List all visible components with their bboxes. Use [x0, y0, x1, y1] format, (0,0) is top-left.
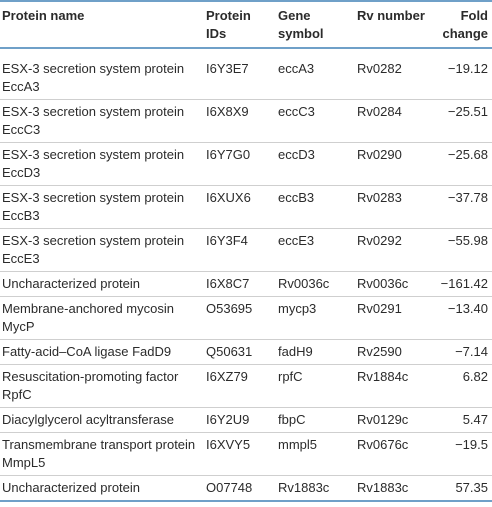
cell-gene-symbol: rpfC	[276, 364, 355, 408]
cell-gene-symbol: Rv1883c	[276, 475, 355, 502]
table-row: ESX-3 secretion system protein EccC3 I6X8…	[0, 99, 492, 143]
table-row: ESX-3 secretion system protein EccE3 I6Y3…	[0, 228, 492, 272]
cell-rv-number: Rv2590	[355, 339, 435, 365]
table-row: ESX-3 secretion system protein EccD3 I6Y7…	[0, 142, 492, 186]
cell-protein-name: ESX-3 secretion system protein EccD3	[0, 142, 204, 186]
cell-gene-symbol: Rv0036c	[276, 271, 355, 297]
cell-rv-number: Rv1884c	[355, 364, 435, 408]
cell-protein-name: Membrane-anchored mycosin MycP	[0, 296, 204, 340]
cell-protein-id: I6XUX6	[204, 185, 276, 229]
cell-protein-name: ESX-3 secretion system protein EccB3	[0, 185, 204, 229]
header-spacer	[0, 48, 492, 57]
header-row: Protein name Protein IDs Gene symbol Rv …	[0, 0, 492, 49]
cell-protein-id: I6Y7G0	[204, 142, 276, 186]
cell-protein-name: Fatty-acid–CoA ligase FadD9	[0, 339, 204, 365]
cell-rv-number: Rv0284	[355, 99, 435, 143]
cell-protein-name: Uncharacterized protein	[0, 475, 204, 502]
header-protein-name: Protein name	[0, 0, 204, 49]
cell-protein-name: Transmembrane transport protein MmpL5	[0, 432, 204, 476]
cell-fold-change: −19.5	[435, 432, 492, 476]
table-row: Fatty-acid–CoA ligase FadD9 Q50631 fadH9 Rv…	[0, 339, 492, 365]
cell-rv-number: Rv0036c	[355, 271, 435, 297]
cell-protein-id: O53695	[204, 296, 276, 340]
cell-protein-id: O07748	[204, 475, 276, 502]
cell-fold-change: −7.14	[435, 339, 492, 365]
cell-gene-symbol: eccC3	[276, 99, 355, 143]
cell-fold-change: 5.47	[435, 407, 492, 433]
cell-protein-id: Q50631	[204, 339, 276, 365]
cell-gene-symbol: fbpC	[276, 407, 355, 433]
cell-protein-name: Uncharacterized protein	[0, 271, 204, 297]
cell-gene-symbol: eccA3	[276, 57, 355, 100]
cell-gene-symbol: fadH9	[276, 339, 355, 365]
table-header: Protein name Protein IDs Gene symbol Rv …	[0, 0, 492, 49]
cell-rv-number: Rv0290	[355, 142, 435, 186]
cell-protein-id: I6X8C7	[204, 271, 276, 297]
cell-rv-number: Rv0129c	[355, 407, 435, 433]
cell-gene-symbol: mmpl5	[276, 432, 355, 476]
cell-protein-id: I6XVY5	[204, 432, 276, 476]
cell-protein-id: I6X8X9	[204, 99, 276, 143]
cell-fold-change: −13.40	[435, 296, 492, 340]
table-row: Uncharacterized protein O07748 Rv1883c Rv18…	[0, 475, 492, 502]
table-row: Resuscitation-promoting factor RpfC I6XZ7…	[0, 364, 492, 408]
table-row: Membrane-anchored mycosin MycP O53695 mycp…	[0, 296, 492, 340]
cell-protein-name: Diacylglycerol acyltransferase	[0, 407, 204, 433]
table-row: Diacylglycerol acyltransferase I6Y2U9 fbpC…	[0, 407, 492, 433]
cell-gene-symbol: eccE3	[276, 228, 355, 272]
header-gene-symbol: Gene symbol	[276, 0, 355, 49]
cell-fold-change: −25.68	[435, 142, 492, 186]
table-row: Uncharacterized protein I6X8C7 Rv0036c Rv00…	[0, 271, 492, 297]
cell-protein-name: ESX-3 secretion system protein EccC3	[0, 99, 204, 143]
table-row: ESX-3 secretion system protein EccA3 I6Y3…	[0, 57, 492, 100]
cell-protein-name: ESX-3 secretion system protein EccE3	[0, 228, 204, 272]
cell-fold-change: −55.98	[435, 228, 492, 272]
cell-fold-change: 6.82	[435, 364, 492, 408]
cell-protein-id: I6XZ79	[204, 364, 276, 408]
cell-rv-number: Rv0291	[355, 296, 435, 340]
cell-protein-id: I6Y3F4	[204, 228, 276, 272]
cell-rv-number: Rv0282	[355, 57, 435, 100]
table-row: ESX-3 secretion system protein EccB3 I6XU…	[0, 185, 492, 229]
cell-fold-change: −25.51	[435, 99, 492, 143]
cell-protein-name: ESX-3 secretion system protein EccA3	[0, 57, 204, 100]
cell-rv-number: Rv0292	[355, 228, 435, 272]
header-rv-number: Rv number	[355, 0, 435, 49]
cell-fold-change: 57.35	[435, 475, 492, 502]
cell-protein-name: Resuscitation-promoting factor RpfC	[0, 364, 204, 408]
cell-gene-symbol: eccB3	[276, 185, 355, 229]
cell-rv-number: Rv0676c	[355, 432, 435, 476]
cell-gene-symbol: mycp3	[276, 296, 355, 340]
cell-fold-change: −19.12	[435, 57, 492, 100]
cell-fold-change: −37.78	[435, 185, 492, 229]
cell-protein-id: I6Y3E7	[204, 57, 276, 100]
cell-rv-number: Rv0283	[355, 185, 435, 229]
table-row: Transmembrane transport protein MmpL5 I6X…	[0, 432, 492, 476]
cell-fold-change: −161.42	[435, 271, 492, 297]
cell-rv-number: Rv1883c	[355, 475, 435, 502]
header-fold-change: Fold change	[435, 0, 492, 49]
cell-gene-symbol: eccD3	[276, 142, 355, 186]
table-body: ESX-3 secretion system protein EccA3 I6Y3…	[0, 48, 492, 502]
header-protein-ids: Protein IDs	[204, 0, 276, 49]
cell-protein-id: I6Y2U9	[204, 407, 276, 433]
